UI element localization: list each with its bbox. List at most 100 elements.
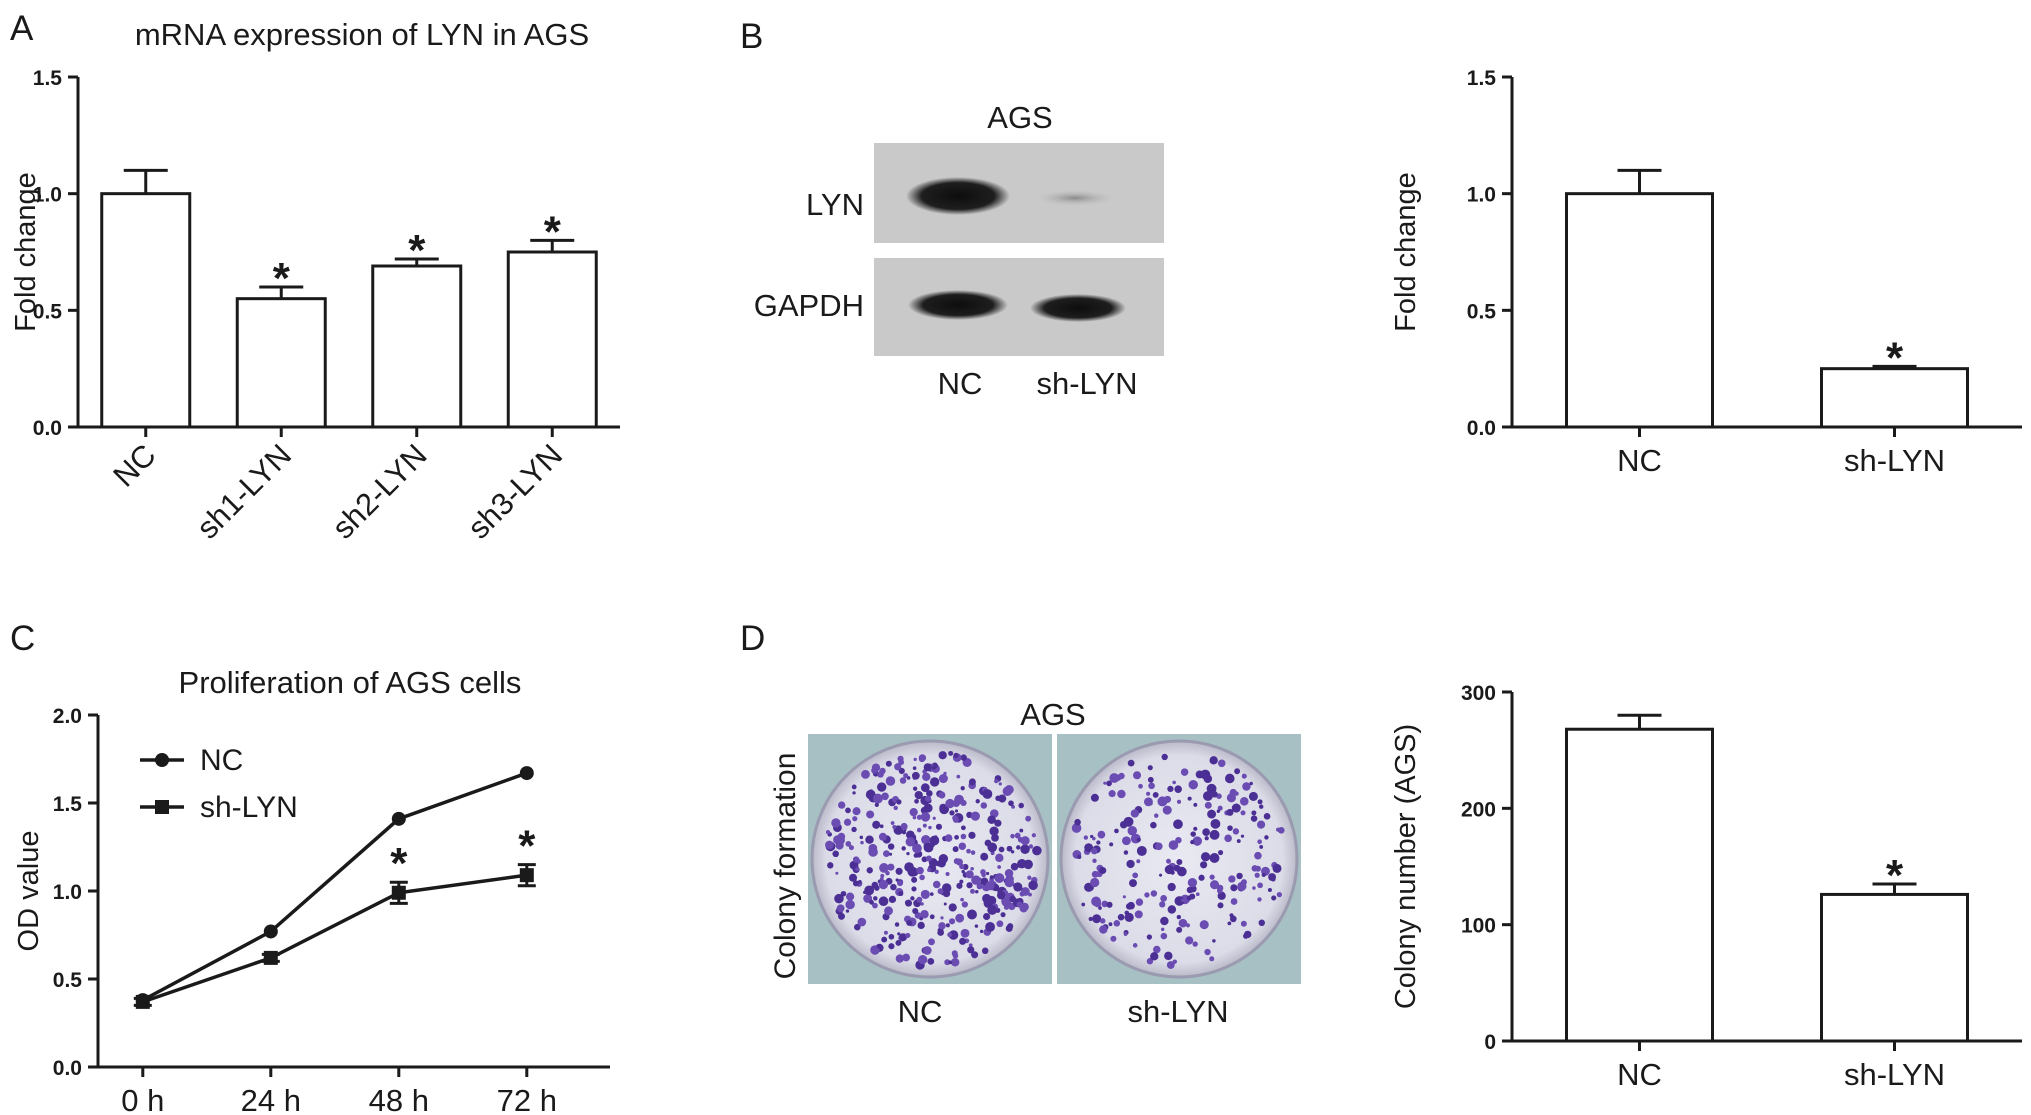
colony	[931, 765, 937, 770]
colony	[837, 832, 846, 841]
band-lyn-sh	[1035, 190, 1115, 206]
x-tick-label: 72 h	[497, 1083, 557, 1115]
colony	[917, 921, 925, 930]
panel-letter-d: D	[740, 619, 765, 658]
colony	[1210, 818, 1221, 829]
colony	[888, 895, 897, 904]
colony	[935, 860, 942, 867]
colony	[1146, 791, 1151, 796]
colony	[825, 830, 831, 835]
colony	[872, 902, 878, 909]
colony	[1091, 836, 1096, 841]
colony	[1031, 833, 1036, 838]
colony	[1217, 805, 1223, 811]
colony	[949, 810, 955, 816]
x-tick-label: NC	[1617, 443, 1662, 478]
colony	[879, 824, 884, 829]
colony	[916, 896, 923, 903]
y-tick-label: 1.5	[33, 67, 63, 90]
colony	[877, 771, 884, 778]
colony	[893, 805, 898, 811]
colony	[897, 932, 901, 936]
colony	[914, 798, 919, 804]
colony	[1110, 935, 1117, 942]
colony	[968, 778, 976, 786]
colony	[1134, 910, 1143, 919]
colony	[1217, 759, 1226, 768]
colony	[918, 754, 927, 762]
colony	[956, 882, 963, 889]
colony	[995, 853, 1004, 863]
colony	[869, 899, 874, 905]
colony	[1081, 902, 1086, 907]
band-gapdh-sh	[1030, 294, 1126, 322]
chart-title: Proliferation of AGS cells	[179, 665, 522, 700]
colony	[1027, 875, 1032, 880]
blot-row-label-lyn: LYN	[806, 187, 864, 222]
colony	[1249, 781, 1253, 786]
colony	[1224, 834, 1232, 843]
colony	[947, 932, 953, 938]
significance-marker: *	[544, 207, 562, 256]
colony	[1202, 791, 1213, 801]
colony	[852, 856, 860, 863]
colony	[1229, 788, 1237, 797]
significance-marker: *	[518, 822, 536, 871]
colony	[1132, 872, 1139, 879]
colony	[998, 794, 1007, 803]
colony	[852, 880, 859, 887]
colony	[888, 943, 895, 950]
colony	[859, 919, 864, 923]
colony	[1097, 830, 1106, 839]
colony	[1256, 820, 1266, 829]
colony	[906, 920, 913, 926]
colony	[938, 751, 947, 760]
colony	[910, 896, 915, 901]
y-tick-label: 0	[1484, 1031, 1496, 1054]
colony	[997, 865, 1002, 869]
colony	[1231, 803, 1241, 813]
colony	[996, 891, 1006, 900]
western-blot: AGS LYN GAPDH NC sh-LYN	[754, 100, 1164, 401]
panel-letter-a: A	[10, 9, 34, 48]
colony	[960, 833, 967, 840]
colony	[1011, 804, 1015, 809]
bar	[1820, 367, 1969, 429]
colony	[877, 782, 887, 792]
colony	[872, 793, 883, 804]
colony	[1136, 837, 1141, 842]
colony	[1240, 920, 1247, 927]
colony	[938, 922, 946, 930]
colony	[852, 816, 858, 822]
colony	[1133, 771, 1142, 780]
colony	[954, 834, 959, 840]
colony	[1090, 877, 1100, 888]
colony	[944, 834, 953, 842]
colony	[987, 842, 998, 853]
colony	[1096, 840, 1101, 845]
colony	[919, 874, 925, 881]
colony	[987, 904, 998, 915]
colony	[1163, 795, 1172, 803]
colony	[975, 889, 979, 894]
colony	[970, 866, 974, 871]
colony	[871, 767, 878, 774]
colony	[926, 790, 933, 797]
colony	[845, 841, 852, 847]
colony	[1032, 845, 1042, 856]
colony	[945, 923, 950, 928]
colony	[1201, 922, 1206, 927]
colony	[1110, 776, 1115, 780]
colony	[923, 763, 932, 772]
colony	[1147, 776, 1154, 783]
colony	[1193, 802, 1198, 807]
colony	[1218, 849, 1224, 856]
colony	[1103, 781, 1107, 785]
colony	[929, 914, 935, 920]
colony	[1019, 891, 1025, 897]
y-tick-label: 0.5	[1467, 300, 1497, 323]
colony	[855, 867, 860, 872]
colony	[1020, 836, 1030, 846]
colony	[859, 835, 864, 840]
colony	[1071, 823, 1082, 833]
